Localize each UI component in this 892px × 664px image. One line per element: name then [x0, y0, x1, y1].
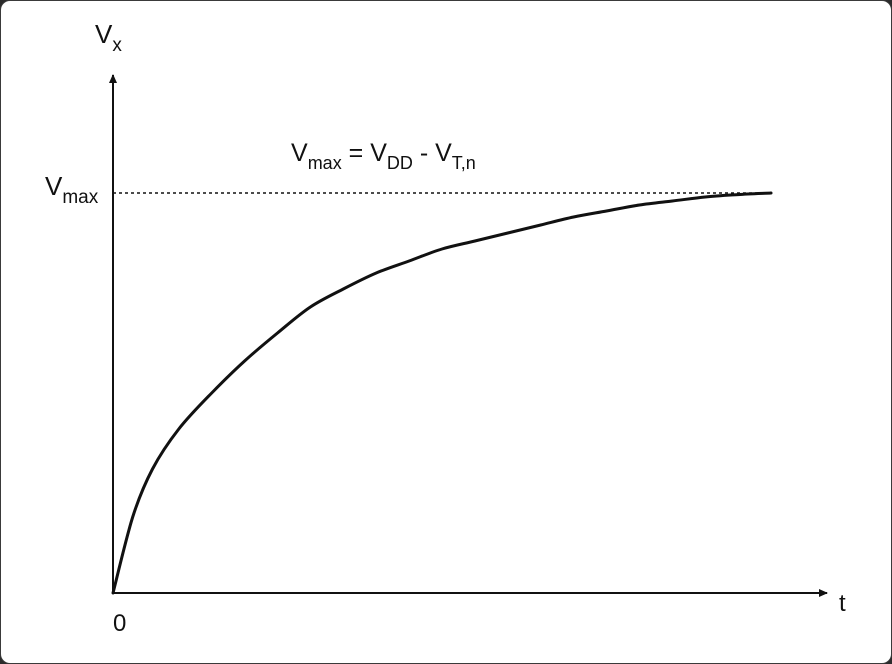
vmax-tick-label-main: V — [45, 171, 63, 201]
y-axis-label: Vx — [95, 19, 122, 56]
x-origin-label: 0 — [113, 610, 126, 637]
eq-v2-sub: DD — [387, 153, 413, 173]
y-axis-label-main: V — [95, 19, 113, 49]
eq-v1-sub: max — [308, 153, 342, 173]
eq-v1: V — [291, 139, 308, 167]
eq-v2: V — [370, 139, 387, 167]
vmax-tick-label: Vmax — [45, 171, 99, 208]
eq-v3: V — [435, 139, 452, 167]
vx-charging-curve — [111, 191, 773, 595]
vmax-tick-label-sub: max — [62, 187, 98, 208]
eq-v3-sub: T,n — [452, 153, 476, 173]
vmax-equation: Vmax = VDD - VT,n — [291, 139, 476, 173]
y-axis-label-sub: x — [112, 35, 122, 56]
eq-equals: = — [342, 139, 371, 167]
eq-minus: - — [413, 139, 435, 167]
x-axis-label: t — [839, 590, 846, 617]
